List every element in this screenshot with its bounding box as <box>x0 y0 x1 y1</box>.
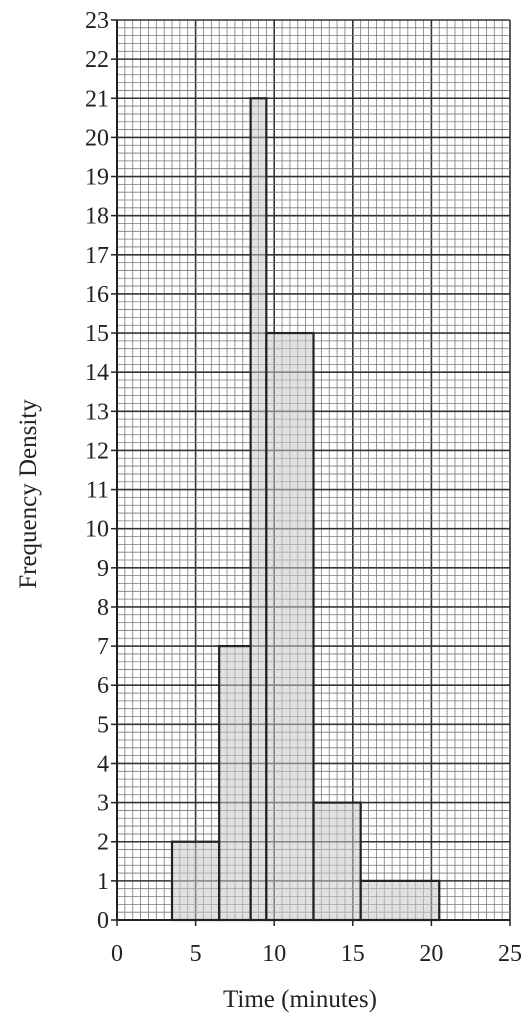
y-tick-label: 15 <box>85 321 109 347</box>
x-tick-labels: 0 5 10 15 20 25 <box>111 920 522 967</box>
y-tick-label: 17 <box>85 243 109 269</box>
y-tick-label: 7 <box>97 634 109 660</box>
y-tick-label: 20 <box>85 125 109 151</box>
y-tick-label: 6 <box>97 673 109 699</box>
x-tick-label: 0 <box>111 941 123 967</box>
y-tick-label: 0 <box>97 908 109 934</box>
x-tick-label: 25 <box>498 941 522 967</box>
y-tick-label: 21 <box>85 86 109 112</box>
histogram-bar-3 <box>249 97 268 922</box>
axes <box>116 20 510 921</box>
y-tick-label: 16 <box>85 282 109 308</box>
y-tick-label: 4 <box>97 751 109 777</box>
y-tick-label: 10 <box>85 517 109 543</box>
y-tick-label: 14 <box>85 360 109 386</box>
x-tick-label: 10 <box>262 941 286 967</box>
y-tick-label: 19 <box>85 165 109 191</box>
y-tick-label: 9 <box>97 556 109 582</box>
histogram-bar-2 <box>218 644 252 922</box>
bars <box>170 97 441 922</box>
x-tick-label: 5 <box>190 941 202 967</box>
x-tick-label: 20 <box>419 941 443 967</box>
y-tick-label: 8 <box>97 595 109 621</box>
y-tick-label: 5 <box>97 712 109 738</box>
histogram-bar-4 <box>265 331 315 922</box>
y-tick-label: 12 <box>85 438 109 464</box>
y-tick-label: 1 <box>97 869 109 895</box>
histogram-bar-5 <box>312 801 362 922</box>
x-tick-label: 15 <box>341 941 365 967</box>
y-tick-label: 2 <box>97 830 109 856</box>
histogram-bar-1 <box>170 840 221 922</box>
y-tick-label: 13 <box>85 399 109 425</box>
y-axis-title: Frequency Density <box>15 399 42 589</box>
histogram-bar-6 <box>359 879 441 922</box>
y-tick-label: 3 <box>97 791 109 817</box>
y-tick-label: 18 <box>85 204 109 230</box>
y-tick-label: 23 <box>85 8 109 34</box>
y-tick-label: 22 <box>85 47 109 73</box>
x-axis-title: Time (minutes) <box>223 986 377 1013</box>
y-tick-label: 11 <box>86 478 109 504</box>
